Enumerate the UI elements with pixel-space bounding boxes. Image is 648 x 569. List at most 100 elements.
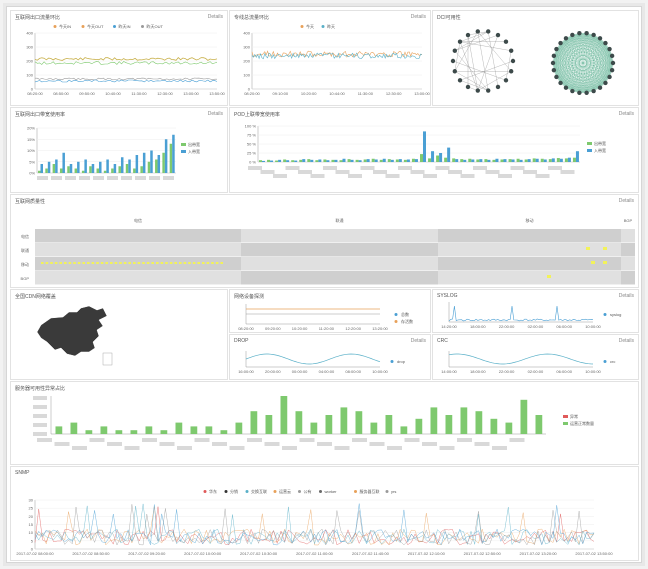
server-x-label-blur (439, 446, 455, 450)
pop-bar (291, 160, 295, 162)
drop-x-tick: 10:00:00 (372, 369, 388, 374)
egress-usage-details-link[interactable]: Details (207, 111, 223, 117)
snmp-legend-swatch (245, 490, 249, 493)
egress-x-label-blur (107, 176, 118, 180)
topology-dense-edge (586, 33, 606, 44)
snmp-x-tick: 2017-07-02 12:10:00 (408, 551, 446, 556)
quality-details-link[interactable]: Details (618, 198, 634, 204)
traffic-details-link[interactable]: Details (207, 14, 223, 20)
syslog-panel: SYSLOG Details 14:20:00 18:00:00 22:00:00 0… (432, 289, 639, 333)
quality-warning-mark (179, 262, 182, 264)
topology-sparse-node (486, 88, 491, 93)
egress-y-tick: 20% (27, 126, 35, 131)
topology-dense-edge (572, 34, 606, 44)
topology-dense-edge (599, 70, 613, 88)
syslog-x-tick: 22:00:00 (499, 324, 515, 329)
topology-dense-edge (556, 38, 567, 77)
topology-sparse-node (457, 39, 463, 44)
pop-x-label-blur (523, 170, 537, 174)
topology-dense-edge (579, 33, 613, 56)
server-bar (505, 422, 513, 434)
traffic-y-tick: 0 (31, 87, 34, 92)
topology-sparse-edge (454, 31, 489, 51)
pop-bar (390, 159, 394, 162)
china-map (36, 305, 113, 366)
quality-warning-mark (137, 262, 141, 264)
pop-bar (556, 158, 560, 162)
topology-dense-edge (572, 33, 580, 92)
dedicated-x-tick: 09:10:00 (273, 91, 289, 96)
pop-y-tick: 0 % (249, 160, 256, 165)
topology-dense-edge (556, 38, 601, 50)
topology-dense-edge (560, 33, 587, 44)
pop-y-tick: 100 % (245, 124, 257, 129)
server-x-label-blur (37, 438, 52, 442)
topology-dense-edge (586, 82, 606, 93)
pop-bar (363, 159, 367, 162)
pop-bar (411, 158, 415, 162)
egress-bar (89, 166, 92, 173)
topology-dense-edge (560, 43, 610, 50)
pop-y-tick: 75 % (247, 133, 257, 138)
server-bar (520, 399, 528, 434)
snmp-x-tick: 2017-07-02 13:50:00 (575, 551, 613, 556)
server-x-label-blur (124, 446, 140, 450)
quality-warning-mark (87, 262, 90, 264)
egress-usage-title: 互联网出口带宽使用率 (15, 112, 66, 118)
server-bar (445, 415, 453, 434)
topology-panel: DCI可用性 (432, 10, 639, 106)
pop-bar (379, 159, 383, 162)
syslog-details-link[interactable]: Details (618, 293, 634, 299)
topology-dense-edge (556, 38, 601, 77)
dedicated-panel: 专线总流量环比 Details 今天 昨天 400 300 200 100 0 08:20:0… (229, 10, 431, 106)
drop-details-link[interactable]: Details (410, 338, 426, 344)
traffic-y-tick: 400 (26, 31, 33, 36)
egress-bar (157, 155, 161, 173)
pop-bar (302, 159, 306, 162)
snmp-x-tick: 2017-07-02 08:00:00 (16, 551, 54, 556)
snmp-x-tick: 2017-07-02 11:00:00 (296, 551, 334, 556)
quality-cell (241, 243, 438, 257)
pop-bar (452, 158, 456, 162)
pop-bar (463, 159, 467, 162)
topology-dense-edge (572, 34, 580, 93)
pop-bar (275, 160, 279, 162)
snmp-legend-label: worker (325, 489, 338, 494)
topology-dense-edge (565, 43, 606, 88)
pop-bar (575, 151, 579, 162)
traffic-x-tick: 13:50:00 (209, 91, 225, 96)
cdn-map-panel: 全国CDN网络覆盖 (10, 289, 228, 380)
topology-graph (450, 29, 616, 95)
pop-x-label-blur (285, 166, 300, 170)
quality-cell (241, 257, 438, 271)
ping-x-tick: 08:20:00 (238, 326, 254, 331)
dedicated-details-link[interactable]: Details (410, 14, 426, 20)
topology-dense-node (554, 46, 559, 52)
traffic-x-tick: 12:30:00 (157, 91, 173, 96)
server-x-label-blur (282, 446, 297, 450)
pop-x-label-blur (510, 166, 525, 170)
quality-warning-mark (77, 262, 81, 264)
egress-bar (150, 150, 153, 173)
topology-dense-edge (572, 43, 606, 92)
quality-warning-mark (45, 262, 49, 264)
pop-usage-details-link[interactable]: Details (618, 111, 634, 117)
egress-x-label-blur (51, 176, 62, 180)
topology-dense-edge (586, 33, 613, 56)
topology-sparse-edge (477, 31, 512, 72)
quality-warning-mark (174, 262, 177, 264)
pop-bar (283, 159, 287, 162)
egress-bar (147, 161, 151, 173)
pop-bar (366, 159, 370, 162)
dedicated-y-tick: 100 (243, 73, 250, 78)
topology-sparse-edge (454, 71, 489, 91)
pop-bar (387, 159, 391, 162)
server-bar (205, 426, 213, 434)
topology-dense-edge (605, 43, 614, 64)
server-x-label-blur (107, 442, 122, 446)
quality-row-header: 移动 (21, 261, 29, 267)
quality-warning-mark (114, 262, 118, 264)
crc-details-link[interactable]: Details (618, 338, 634, 344)
quality-warning-mark (206, 262, 210, 264)
topology-dense-edge (560, 48, 610, 83)
